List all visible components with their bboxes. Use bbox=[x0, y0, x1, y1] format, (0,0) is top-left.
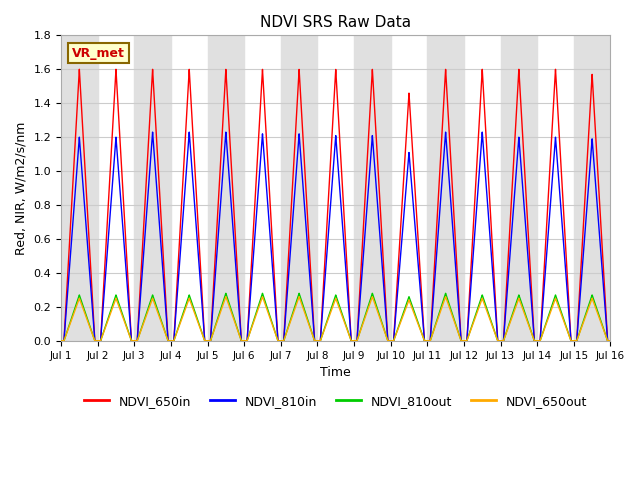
X-axis label: Time: Time bbox=[321, 366, 351, 379]
Bar bbox=[61, 36, 98, 341]
Bar bbox=[354, 36, 390, 341]
Bar bbox=[281, 36, 317, 341]
Title: NDVI SRS Raw Data: NDVI SRS Raw Data bbox=[260, 15, 412, 30]
Bar bbox=[428, 36, 464, 341]
Legend: NDVI_650in, NDVI_810in, NDVI_810out, NDVI_650out: NDVI_650in, NDVI_810in, NDVI_810out, NDV… bbox=[79, 390, 593, 413]
Bar bbox=[574, 36, 611, 341]
Bar bbox=[207, 36, 244, 341]
Text: VR_met: VR_met bbox=[72, 47, 125, 60]
Bar bbox=[500, 36, 537, 341]
Y-axis label: Red, NIR, W/m2/s/nm: Red, NIR, W/m2/s/nm bbox=[15, 121, 28, 255]
Bar bbox=[134, 36, 171, 341]
